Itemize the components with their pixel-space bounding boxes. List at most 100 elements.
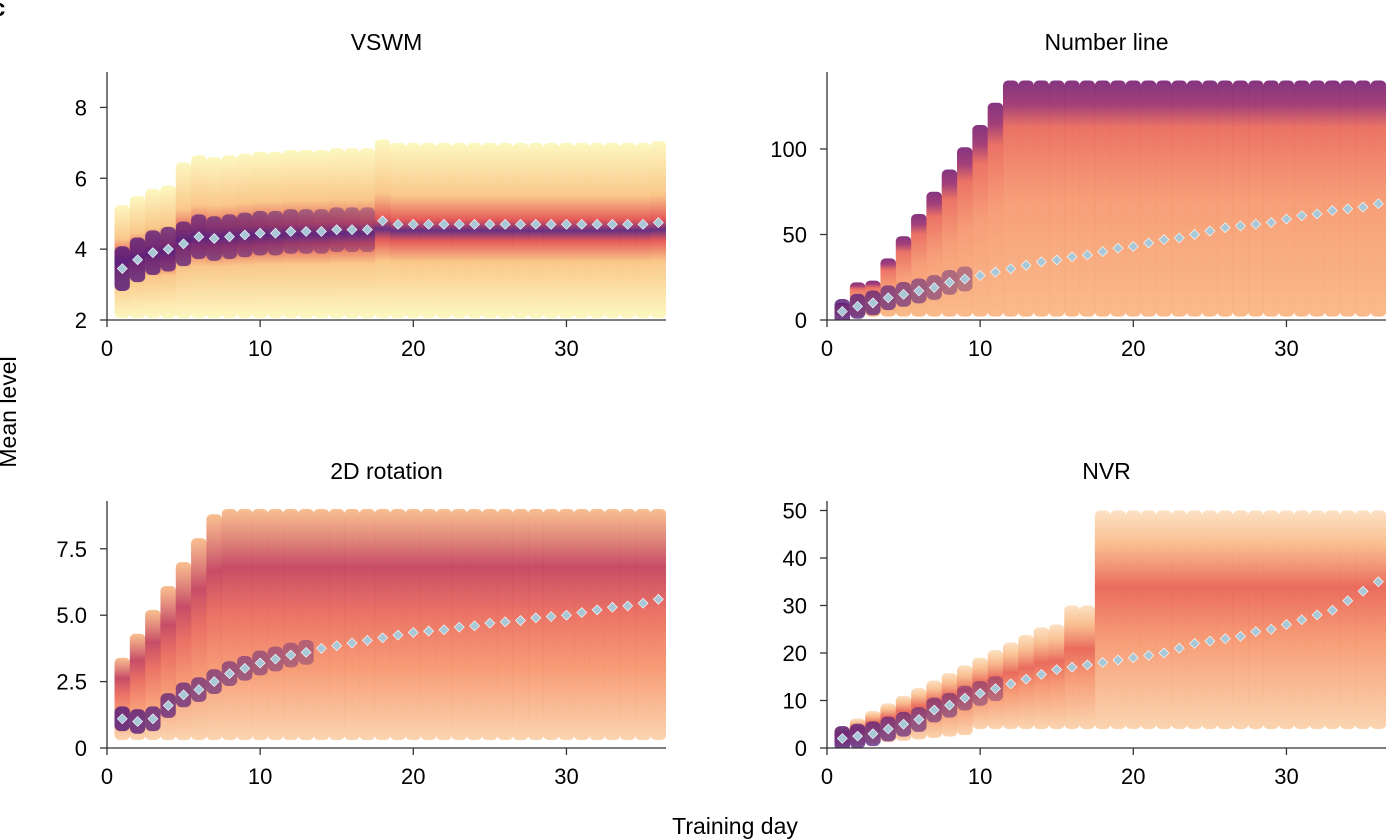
panel-title: NVR — [1082, 458, 1131, 484]
density-band — [267, 508, 284, 741]
density-band — [1370, 510, 1386, 729]
mean-point — [1005, 263, 1017, 275]
mean-point — [606, 601, 618, 613]
mean-point — [928, 704, 940, 716]
density-band — [1202, 80, 1218, 317]
y-tick-label: 5.0 — [56, 603, 87, 628]
mean-point — [637, 597, 649, 609]
density-band — [374, 139, 391, 319]
density-band — [1094, 80, 1111, 317]
density-band — [512, 142, 529, 319]
mean-point — [453, 621, 465, 633]
density-band — [175, 562, 192, 741]
y-tick-label: 8 — [75, 95, 87, 120]
mean-point — [591, 604, 603, 616]
mean-point — [1158, 647, 1170, 659]
mean-point — [637, 218, 649, 230]
mean-point — [193, 231, 205, 243]
mean-point — [1127, 652, 1139, 664]
mean-point — [484, 218, 496, 230]
mean-point — [913, 714, 925, 725]
density-band — [1339, 80, 1356, 317]
mean-point — [331, 640, 343, 652]
density-band — [191, 538, 207, 741]
mean-point — [285, 226, 297, 237]
density-band — [972, 125, 988, 317]
x-tick-label: 30 — [1274, 336, 1298, 361]
density-band — [1324, 80, 1341, 317]
mean-point — [346, 224, 358, 236]
mean-point — [515, 615, 526, 626]
y-tick-label: 40 — [783, 546, 807, 571]
mean-point — [1005, 678, 1017, 690]
mean-point — [1158, 234, 1170, 246]
x-tick-label: 0 — [821, 764, 833, 789]
mean-point — [1357, 585, 1369, 597]
mean-point — [1311, 208, 1323, 220]
mean-point — [1296, 614, 1308, 626]
density-band — [1309, 80, 1325, 317]
mean-point — [270, 653, 281, 665]
density-band — [573, 508, 590, 741]
density-band — [1002, 80, 1019, 317]
density-band — [1048, 624, 1065, 729]
mean-point — [315, 642, 327, 654]
density-band — [650, 141, 666, 319]
mean-point — [453, 218, 465, 230]
density-band — [1248, 80, 1264, 317]
density-band — [1355, 510, 1371, 729]
density-band — [420, 142, 437, 319]
mean-point — [285, 649, 297, 661]
density-band — [390, 508, 406, 741]
density-band — [635, 508, 651, 741]
density-band — [1125, 510, 1142, 729]
panel-3: NVR 0 10 20 30 0 10 20 30 40 50 — [783, 458, 1386, 789]
x-tick-label: 10 — [248, 764, 272, 789]
mean-point — [1081, 249, 1093, 261]
y-tick-label: 6 — [75, 166, 87, 191]
density-band — [1171, 80, 1188, 317]
mean-point — [1066, 251, 1078, 263]
density-band — [237, 508, 253, 741]
mean-point — [882, 723, 894, 735]
mean-series — [836, 198, 1384, 317]
density-band — [497, 142, 514, 319]
mean-point — [944, 276, 955, 288]
mean-point — [469, 218, 480, 230]
density-band — [543, 508, 559, 741]
mean-point — [162, 700, 174, 711]
mean-point — [1127, 241, 1139, 252]
density-band — [1217, 510, 1234, 729]
mean-point — [499, 616, 511, 628]
mean-point — [545, 218, 557, 230]
mean-point — [1326, 604, 1338, 616]
mean-point — [346, 637, 358, 649]
density-band — [619, 142, 636, 319]
mean-point — [990, 683, 1001, 695]
mean-point — [438, 624, 450, 636]
mean-point — [913, 285, 925, 297]
panel-2: 2D rotation 0 10 20 30 0 2.5 5.0 7.5 — [56, 458, 666, 789]
mean-point — [974, 270, 986, 281]
mean-series — [116, 593, 664, 727]
y-tick-label: 50 — [783, 499, 807, 524]
density-band — [604, 508, 621, 741]
y-tick-label: 4 — [75, 237, 87, 262]
mean-point — [1372, 576, 1384, 588]
density-band — [1217, 80, 1234, 317]
panel-title: VSWM — [351, 29, 423, 55]
mean-point — [1311, 609, 1323, 621]
mean-point — [1326, 205, 1338, 216]
mean-point — [882, 292, 894, 304]
x-tick-label: 30 — [554, 764, 578, 789]
density-band — [1156, 510, 1172, 729]
x-tick-label: 10 — [248, 336, 272, 361]
density-band — [359, 508, 376, 741]
mean-point — [423, 218, 435, 230]
mean-point — [193, 684, 205, 695]
mean-point — [1173, 642, 1185, 654]
density-band — [1324, 510, 1341, 729]
mean-point — [1097, 657, 1109, 668]
density-band — [328, 508, 345, 741]
density-band — [466, 142, 483, 319]
